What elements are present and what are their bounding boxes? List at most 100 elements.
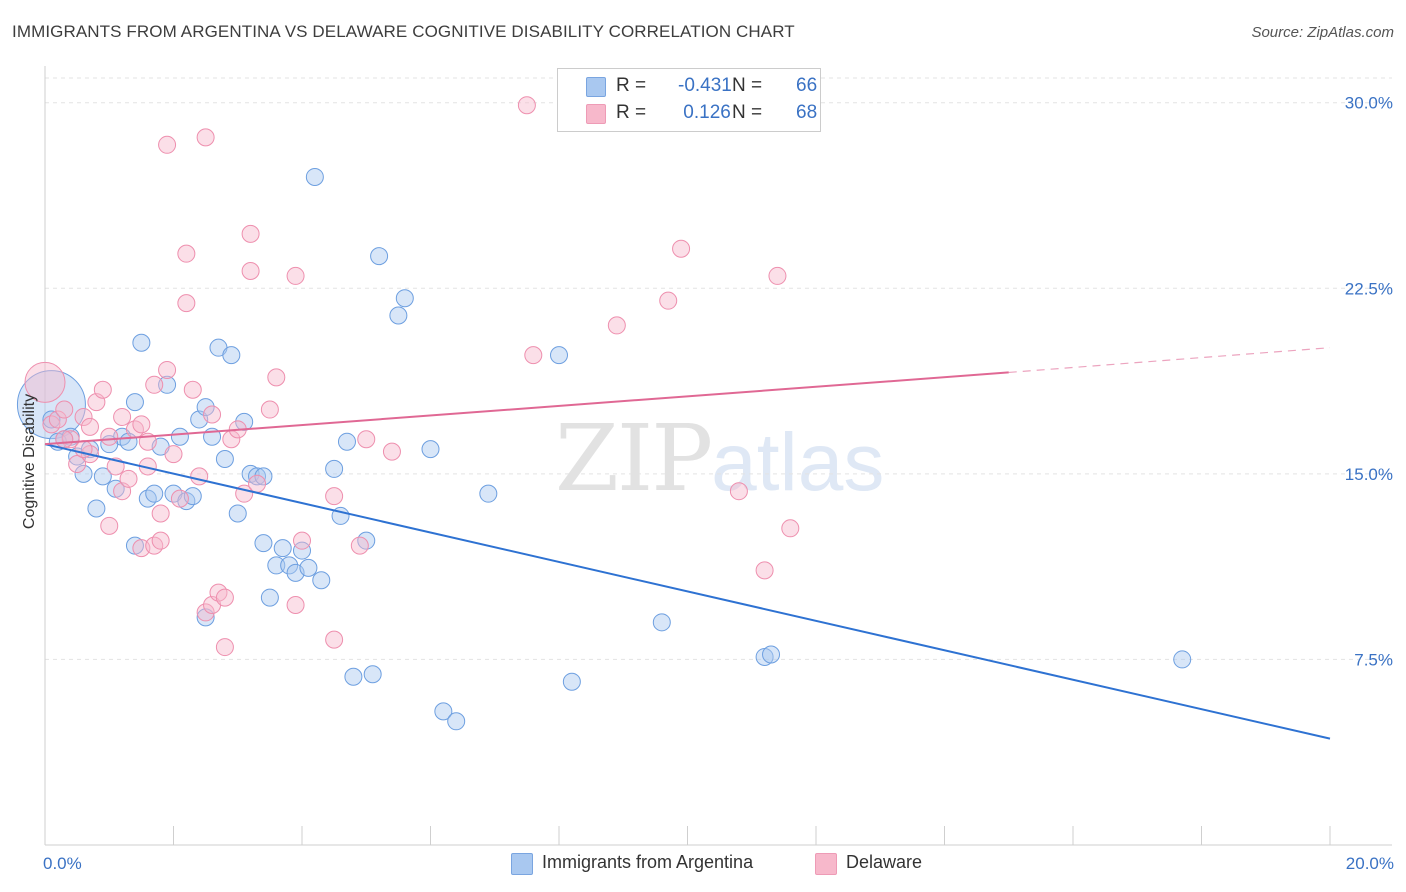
point-delaware bbox=[382, 442, 401, 461]
point-delaware bbox=[241, 261, 260, 280]
y-axis-label: Cognitive Disability bbox=[21, 394, 38, 529]
point-argentina bbox=[762, 645, 781, 664]
point-delaware bbox=[607, 316, 626, 335]
point-delaware bbox=[248, 474, 267, 493]
point-argentina bbox=[196, 398, 215, 417]
point-argentina bbox=[132, 333, 151, 352]
point-delaware bbox=[145, 375, 164, 394]
point-argentina bbox=[293, 541, 311, 560]
point-argentina bbox=[228, 504, 247, 523]
point-argentina bbox=[363, 665, 382, 684]
legend-row-delaware: R = 0.126 N = 68 bbox=[586, 102, 817, 126]
point-delaware bbox=[286, 596, 305, 615]
point-delaware bbox=[267, 368, 286, 387]
point-argentina bbox=[370, 247, 389, 266]
point-delaware bbox=[729, 482, 748, 501]
bottom-legend-swatch-argentina bbox=[511, 853, 533, 875]
point-delaware bbox=[325, 630, 344, 649]
point-argentina bbox=[1173, 650, 1192, 669]
point-argentina bbox=[222, 346, 241, 365]
point-delaware bbox=[196, 603, 215, 622]
point-argentina bbox=[479, 484, 498, 503]
point-delaware bbox=[68, 454, 87, 473]
point-delaware bbox=[170, 489, 189, 508]
point-delaware bbox=[100, 516, 119, 535]
point-delaware bbox=[113, 407, 132, 426]
legend-n-value: 68 bbox=[796, 102, 818, 123]
point-delaware bbox=[100, 427, 119, 446]
y-tick-label: 15.0% bbox=[1345, 465, 1393, 484]
point-argentina bbox=[299, 558, 318, 577]
correlation-legend: R = -0.431 N = 66 R = 0.126 N = 68 bbox=[557, 68, 821, 132]
point-delaware bbox=[768, 266, 787, 285]
legend-swatch-delaware bbox=[586, 104, 606, 124]
y-tick-label: 22.5% bbox=[1345, 279, 1393, 298]
point-delaware bbox=[357, 430, 376, 449]
watermark-atlas: atlas bbox=[711, 417, 885, 508]
point-argentina bbox=[273, 539, 292, 558]
point-argentina bbox=[16, 370, 86, 440]
point-argentina bbox=[395, 289, 414, 308]
grid-lines bbox=[45, 77, 1392, 660]
point-delaware bbox=[24, 361, 66, 403]
point-delaware bbox=[672, 239, 691, 258]
legend-r-label: R = bbox=[616, 75, 652, 96]
point-argentina bbox=[337, 432, 356, 451]
point-delaware bbox=[93, 380, 112, 399]
point-argentina bbox=[260, 588, 279, 607]
point-delaware bbox=[119, 469, 138, 488]
point-delaware bbox=[55, 430, 74, 449]
point-delaware bbox=[158, 360, 177, 379]
point-argentina bbox=[421, 440, 440, 459]
point-argentina bbox=[280, 556, 299, 575]
watermark-zip: ZIP bbox=[555, 405, 713, 512]
point-argentina bbox=[125, 393, 144, 412]
point-argentina bbox=[145, 484, 164, 503]
trend-lines bbox=[44, 347, 1331, 740]
point-argentina bbox=[235, 412, 254, 431]
point-argentina bbox=[254, 534, 273, 553]
point-delaware bbox=[151, 504, 170, 523]
legend-r-value: -0.431 bbox=[678, 75, 732, 96]
point-argentina bbox=[312, 571, 331, 590]
point-argentina bbox=[344, 667, 363, 686]
point-delaware bbox=[48, 410, 67, 429]
y-tick-label: 7.5% bbox=[1354, 650, 1393, 669]
point-delaware bbox=[80, 417, 99, 436]
axes bbox=[44, 66, 1392, 846]
point-argentina bbox=[87, 499, 106, 518]
x-tick-label: 0.0% bbox=[43, 854, 82, 873]
point-delaware bbox=[293, 531, 311, 550]
source-note: Source: ZipAtlas.com bbox=[1251, 24, 1394, 41]
point-argentina bbox=[389, 306, 408, 325]
point-argentina bbox=[305, 167, 324, 186]
legend-n-label: N = bbox=[732, 75, 768, 96]
point-delaware bbox=[151, 531, 170, 550]
trend-line-delaware-extension bbox=[1008, 347, 1331, 374]
point-delaware bbox=[241, 224, 260, 243]
point-delaware bbox=[659, 291, 678, 310]
trend-line-delaware bbox=[44, 371, 1009, 446]
point-argentina bbox=[248, 467, 267, 486]
point-argentina bbox=[74, 464, 93, 483]
point-delaware bbox=[350, 536, 369, 555]
point-argentina bbox=[447, 712, 466, 731]
legend-r-value: 0.126 bbox=[678, 102, 731, 123]
point-delaware bbox=[177, 294, 196, 313]
legend-swatch-argentina bbox=[586, 77, 606, 97]
point-delaware bbox=[158, 135, 177, 154]
point-delaware bbox=[183, 380, 202, 399]
point-delaware bbox=[755, 561, 774, 580]
point-delaware bbox=[524, 346, 543, 365]
data-points bbox=[16, 96, 1192, 731]
y-tick-label: 30.0% bbox=[1345, 94, 1393, 113]
tick-labels: 7.5% 15.0% 22.5% 30.0% 0.0% 20.0% bbox=[43, 94, 1394, 873]
chart-title: IMMIGRANTS FROM ARGENTINA VS DELAWARE CO… bbox=[12, 22, 795, 41]
point-argentina bbox=[550, 346, 568, 365]
point-delaware bbox=[164, 445, 183, 464]
point-argentina bbox=[652, 613, 671, 632]
point-delaware bbox=[325, 487, 344, 506]
trend-line-argentina bbox=[44, 443, 1331, 740]
point-delaware bbox=[215, 638, 234, 657]
